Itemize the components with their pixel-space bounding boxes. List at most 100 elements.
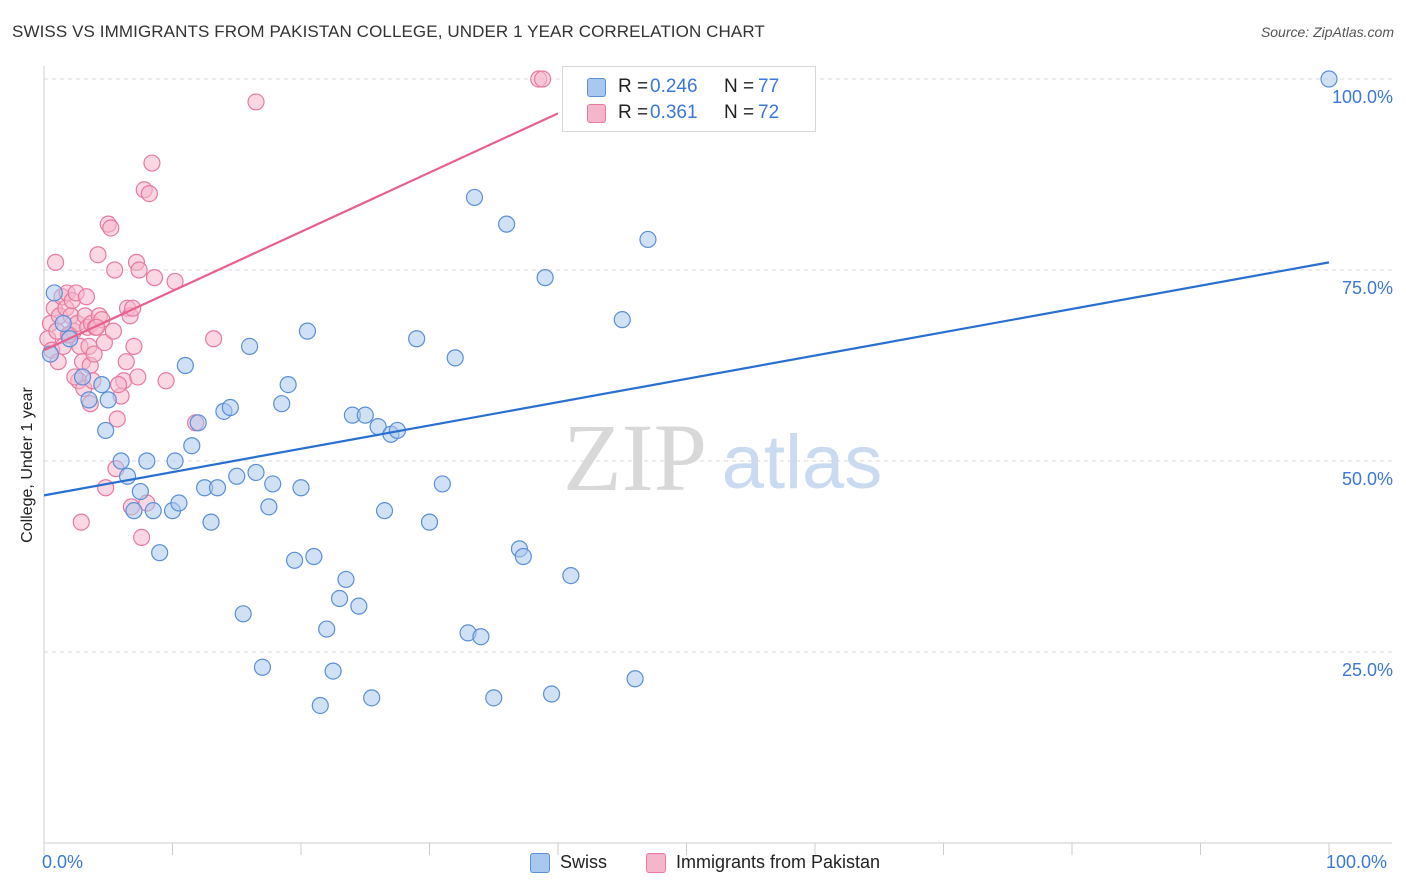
swiss-point xyxy=(247,463,265,482)
swiss-point xyxy=(183,437,201,455)
swiss-point xyxy=(202,513,220,531)
swiss-point xyxy=(279,376,297,394)
legend-n-value: 72 xyxy=(758,102,780,123)
correlation-legend: R = 0.246 N = 77 R = 0.361 N = 72 xyxy=(562,66,816,132)
legend-r-label: R = xyxy=(618,102,649,123)
swiss-point xyxy=(221,398,239,417)
y-tick-label: 25.0% xyxy=(1341,660,1393,680)
legend-label-pakistan: Immigrants from Pakistan xyxy=(676,852,881,872)
pakistan-point xyxy=(125,337,143,355)
swiss-point xyxy=(626,670,644,688)
swiss-point xyxy=(151,544,169,562)
swiss-point xyxy=(305,547,323,566)
pakistan-point xyxy=(88,318,106,336)
swiss-point xyxy=(613,311,631,329)
legend-item-swiss[interactable]: Swiss xyxy=(530,852,607,873)
swiss-point xyxy=(176,356,194,375)
swiss-point xyxy=(234,605,252,623)
legend-row-pakistan: R = 0.361 N = 72 xyxy=(587,101,779,125)
pakistan-point xyxy=(46,253,65,271)
swiss-point xyxy=(170,494,188,512)
series-legend: Swiss Immigrants from Pakistan xyxy=(0,852,1406,876)
y-tick-label: 50.0% xyxy=(1341,469,1393,489)
swiss-point xyxy=(498,215,516,233)
pakistan-point xyxy=(247,93,265,111)
pakistan-point xyxy=(89,246,107,264)
x-tick-label-max: 100.0% xyxy=(1326,852,1388,872)
legend-swatch-swiss xyxy=(587,77,606,97)
swiss-point xyxy=(54,314,72,333)
swiss-point xyxy=(318,620,336,638)
legend-item-pakistan[interactable]: Immigrants from Pakistan xyxy=(646,852,880,873)
swiss-point xyxy=(241,337,259,355)
series-swiss-points xyxy=(41,70,1338,715)
swiss-point xyxy=(264,475,282,493)
x-tick-label-min: 0.0% xyxy=(42,852,84,872)
pakistan-point xyxy=(102,219,120,237)
pakistan-point xyxy=(133,528,151,547)
legend-r-label: R = xyxy=(618,76,649,97)
swiss-point xyxy=(350,597,368,615)
source-credit: Source: ZipAtlas.com xyxy=(1260,24,1394,40)
watermark-zip: ZIP xyxy=(563,404,707,511)
swiss-point xyxy=(485,689,503,707)
swiss-point xyxy=(420,513,439,531)
swiss-point xyxy=(408,330,426,348)
pakistan-point xyxy=(145,269,164,287)
swiss-point xyxy=(189,414,207,432)
legend-n-value: 77 xyxy=(758,76,780,97)
legend-r-value: 0.361 xyxy=(650,102,698,123)
pakistan-point xyxy=(130,261,148,279)
swiss-point xyxy=(144,502,162,520)
swiss-point xyxy=(97,421,115,440)
swiss-point xyxy=(260,498,278,516)
swiss-point xyxy=(363,689,381,707)
watermark-atlas: atlas xyxy=(722,420,883,505)
swiss-point xyxy=(465,188,484,207)
pakistan-point xyxy=(129,368,147,386)
y-axis-label: College, Under 1 year xyxy=(19,387,36,543)
swiss-point xyxy=(639,230,657,249)
legend-swatch-swiss xyxy=(530,852,550,873)
swiss-point xyxy=(273,395,291,413)
swiss-point xyxy=(292,479,310,497)
y-tick-label: 75.0% xyxy=(1341,278,1393,298)
pakistan-point xyxy=(104,322,122,340)
swiss-point xyxy=(337,570,355,589)
pakistan-trend-line xyxy=(43,112,559,352)
pakistan-point xyxy=(77,288,96,306)
pakistan-point xyxy=(106,261,124,279)
swiss-point xyxy=(112,452,130,470)
series-pakistan-points xyxy=(39,70,552,547)
pakistan-point xyxy=(143,154,161,172)
pakistan-point xyxy=(85,345,103,363)
swiss-point xyxy=(446,349,464,367)
swiss-point xyxy=(514,547,532,566)
pakistan-point xyxy=(108,410,126,428)
swiss-point xyxy=(356,406,374,424)
swiss-point xyxy=(80,391,98,409)
pakistan-point xyxy=(117,353,135,371)
swiss-point xyxy=(298,322,317,340)
swiss-point xyxy=(45,284,63,302)
pakistan-point xyxy=(205,330,223,348)
legend-r-value: 0.246 xyxy=(650,76,698,97)
legend-row-swiss: R = 0.246 N = 77 xyxy=(587,75,779,99)
swiss-point xyxy=(93,376,111,394)
legend-label-swiss: Swiss xyxy=(560,852,608,872)
swiss-point xyxy=(285,551,304,569)
swiss-point xyxy=(433,475,451,493)
swiss-point xyxy=(472,628,490,646)
legend-n-label: N = xyxy=(724,102,755,123)
swiss-point xyxy=(99,391,117,409)
y-tick-label: 100.0% xyxy=(1331,87,1393,107)
swiss-point xyxy=(562,566,580,585)
gridlines xyxy=(44,78,1392,653)
swiss-point xyxy=(208,479,227,497)
swiss-point xyxy=(138,452,156,470)
legend-swatch-pakistan xyxy=(646,852,666,873)
swiss-point xyxy=(1320,70,1338,88)
pakistan-point xyxy=(95,333,113,352)
swiss-point xyxy=(536,269,554,287)
